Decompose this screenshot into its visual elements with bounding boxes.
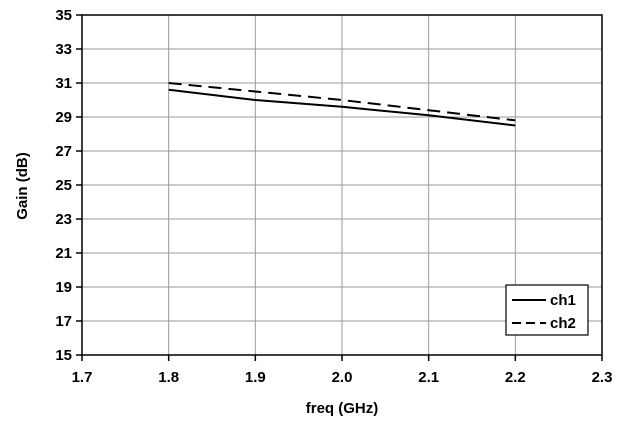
legend-box — [505, 284, 589, 336]
legend-label-ch1: ch1 — [550, 292, 576, 309]
y-tick-label: 17 — [55, 313, 72, 330]
x-axis-tick-labels: 1.7 1.8 1.9 2.0 2.1 2.2 2.3 — [72, 369, 613, 386]
x-tick-label: 2.2 — [505, 369, 526, 386]
x-tick-label: 2.0 — [332, 369, 353, 386]
x-tick-label: 1.7 — [72, 369, 93, 386]
y-tick-label: 25 — [55, 177, 72, 194]
x-tick-label: 1.9 — [245, 369, 266, 386]
y-tick-label: 15 — [55, 347, 72, 364]
y-tick-label: 27 — [55, 143, 72, 160]
y-tick-label: 23 — [55, 211, 72, 228]
y-tick-label: 33 — [55, 41, 72, 58]
series-line-ch1 — [168, 88, 516, 127]
legend-label-ch2: ch2 — [550, 315, 576, 332]
legend: ch1 ch2 — [505, 284, 589, 336]
y-tick-label: 21 — [55, 245, 72, 262]
x-tick-label: 2.3 — [592, 369, 613, 386]
y-axis-tick-labels: 15 17 19 21 23 25 27 29 31 33 35 — [55, 7, 72, 364]
y-tick-label: 35 — [55, 7, 72, 24]
series-line-ch2 — [168, 82, 516, 122]
axis-ticks — [76, 14, 603, 361]
series-lines — [168, 82, 516, 127]
y-axis-label: Gain (dB) — [14, 152, 31, 220]
x-tick-label: 2.1 — [418, 369, 439, 386]
x-tick-label: 1.8 — [158, 369, 179, 386]
y-tick-label: 29 — [55, 109, 72, 126]
x-axis-label: freq (GHz) — [306, 400, 379, 417]
y-tick-label: 31 — [55, 75, 72, 92]
y-tick-label: 19 — [55, 279, 72, 296]
